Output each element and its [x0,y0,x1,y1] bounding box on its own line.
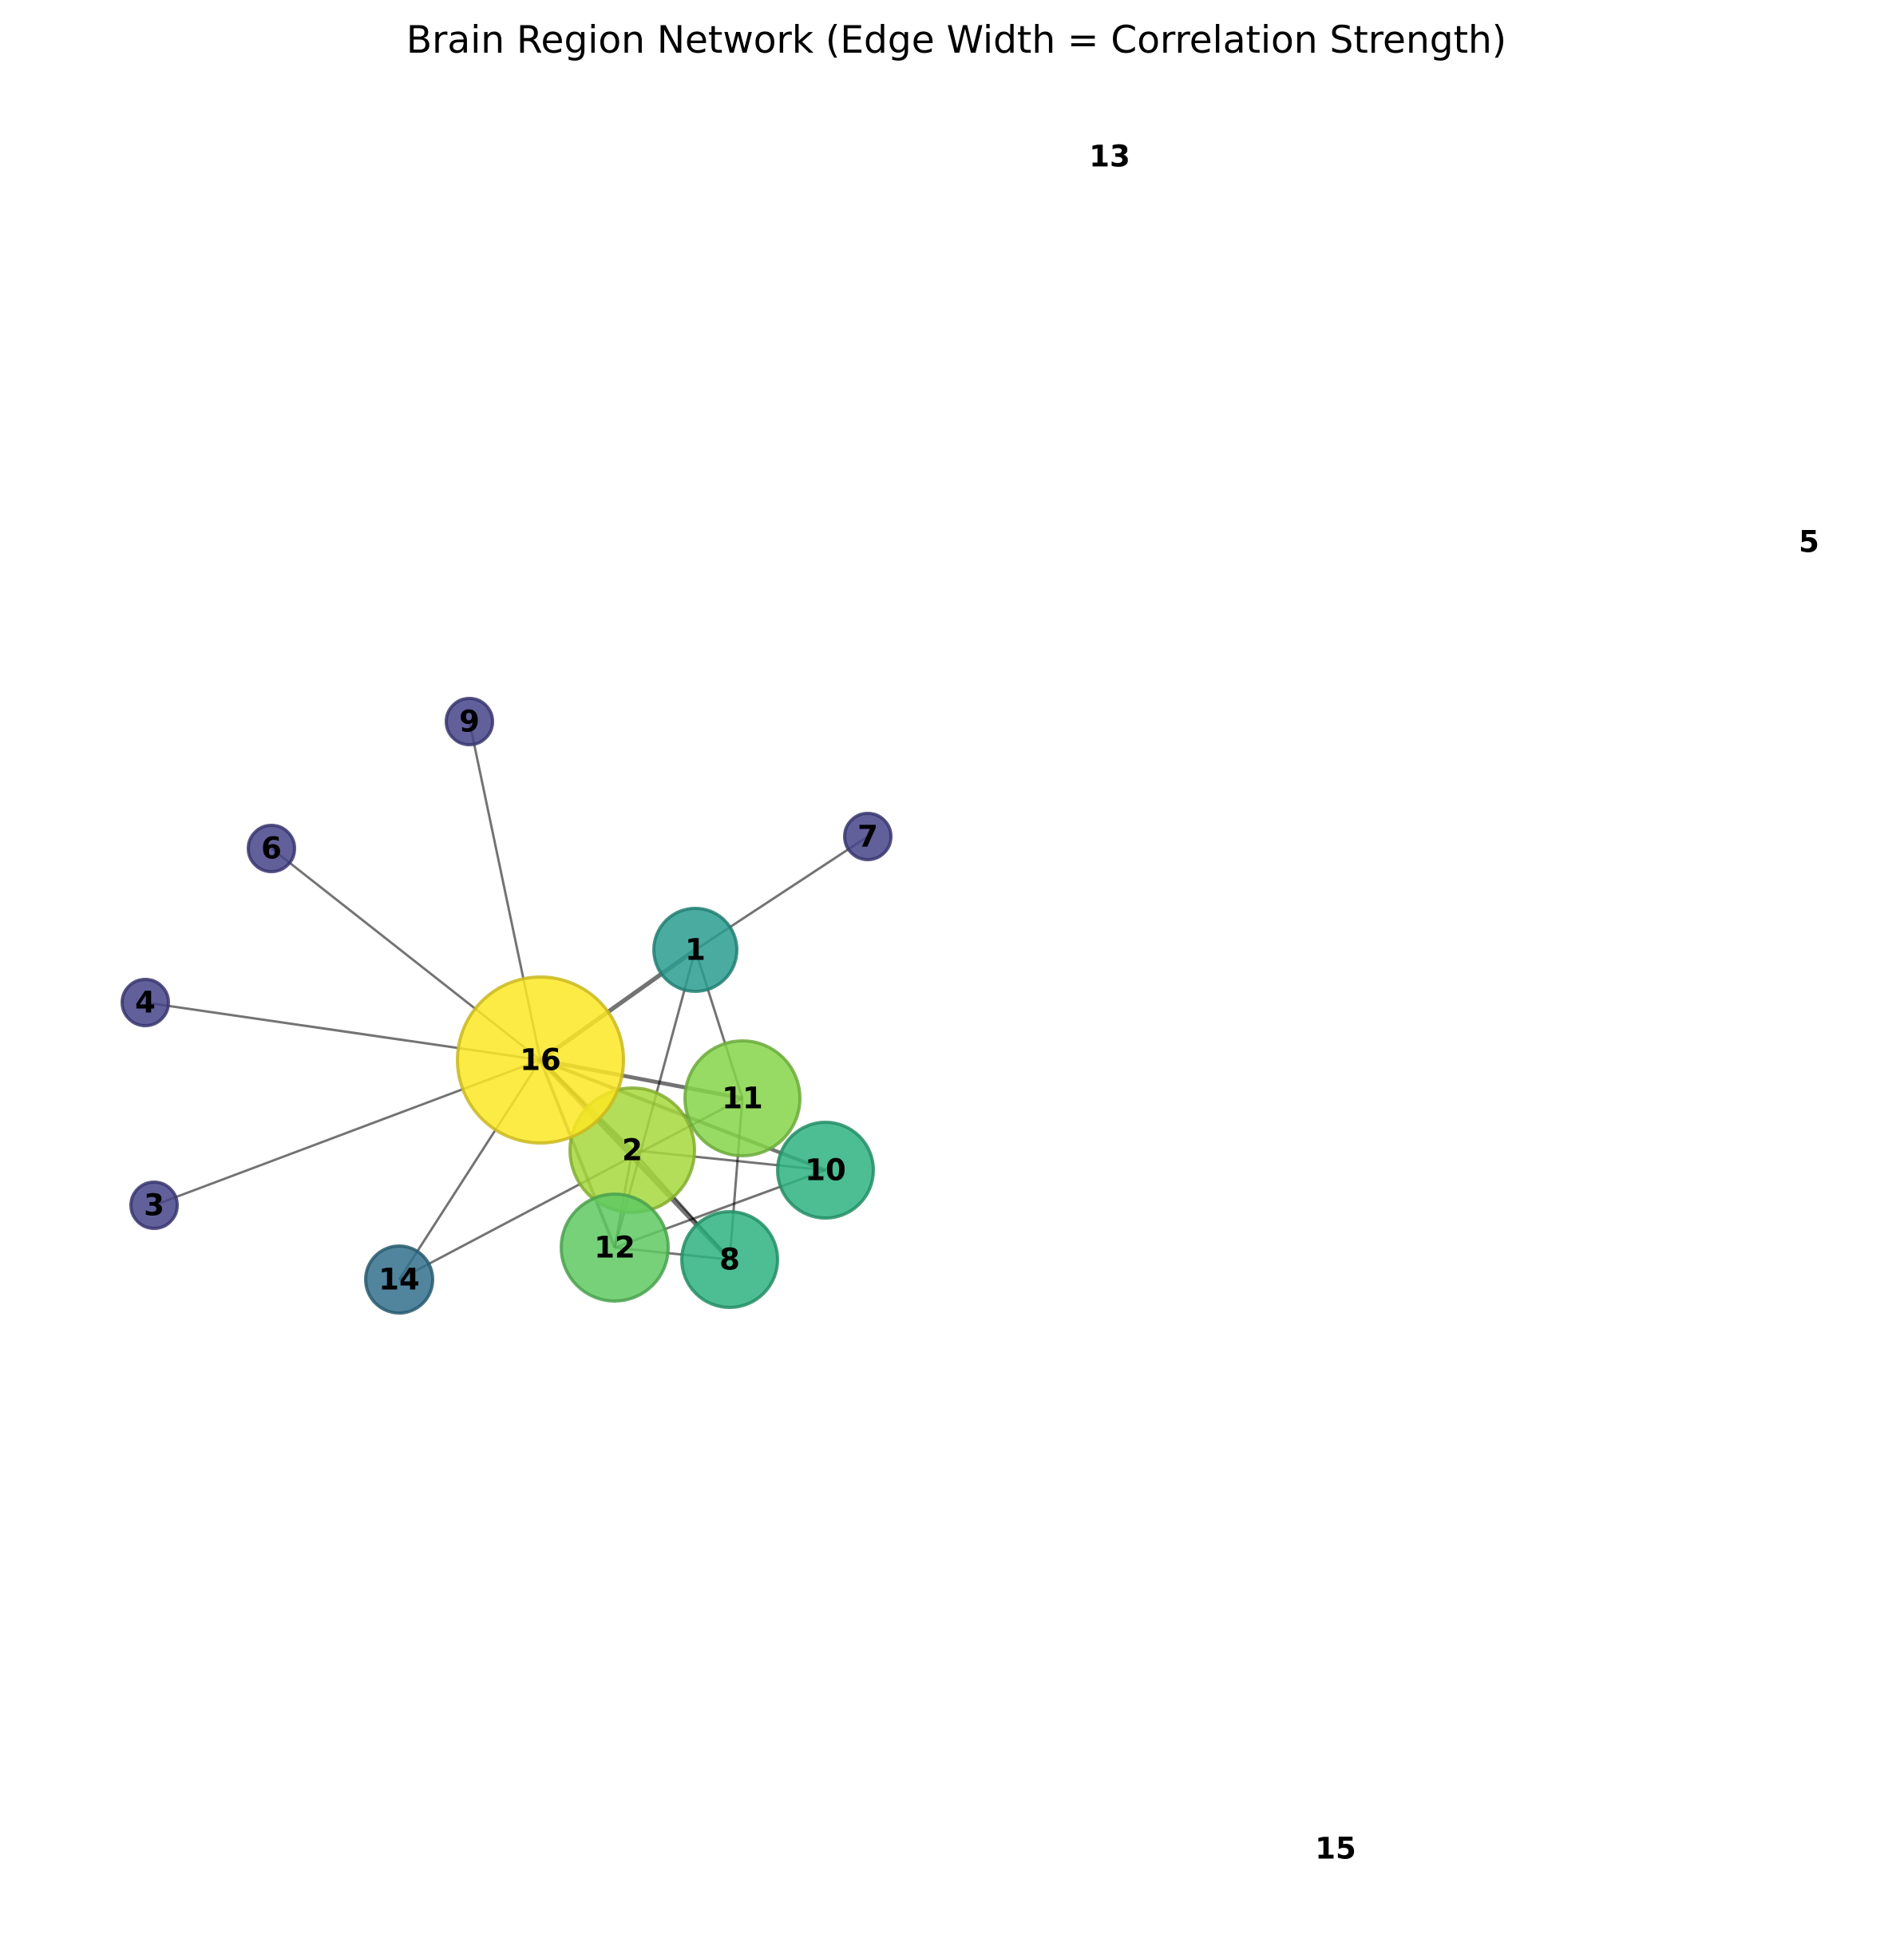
node-label-6: 6 [261,832,282,866]
node-label-13: 13 [1089,140,1130,174]
node-8 [680,1210,779,1309]
node-10 [776,1121,875,1220]
node-label-5: 5 [1799,525,1819,560]
node-7 [843,812,893,861]
node-label-7: 7 [857,820,878,854]
node-14 [364,1244,434,1315]
node-12 [560,1192,670,1303]
node-label-15: 15 [1315,1832,1356,1866]
node-label-16: 16 [520,1043,561,1078]
node-label-4: 4 [135,986,156,1020]
node-label-9: 9 [459,705,480,739]
node-11 [683,1039,802,1157]
node-label-12: 12 [594,1231,635,1265]
node-label-8: 8 [719,1243,740,1277]
node-label-11: 11 [722,1082,763,1116]
node-label-1: 1 [685,933,706,967]
node-label-10: 10 [805,1153,846,1188]
node-3 [129,1181,179,1230]
node-label-14: 14 [378,1263,420,1297]
node-1 [652,907,738,993]
node-16 [456,975,625,1145]
chart-title: Brain Region Network (Edge Width = Corre… [406,18,1506,62]
node-4 [121,978,170,1027]
node-label-2: 2 [622,1133,643,1168]
node-label-3: 3 [144,1189,164,1223]
node-6 [247,824,296,873]
node-layer [121,697,893,1315]
node-9 [445,697,494,746]
